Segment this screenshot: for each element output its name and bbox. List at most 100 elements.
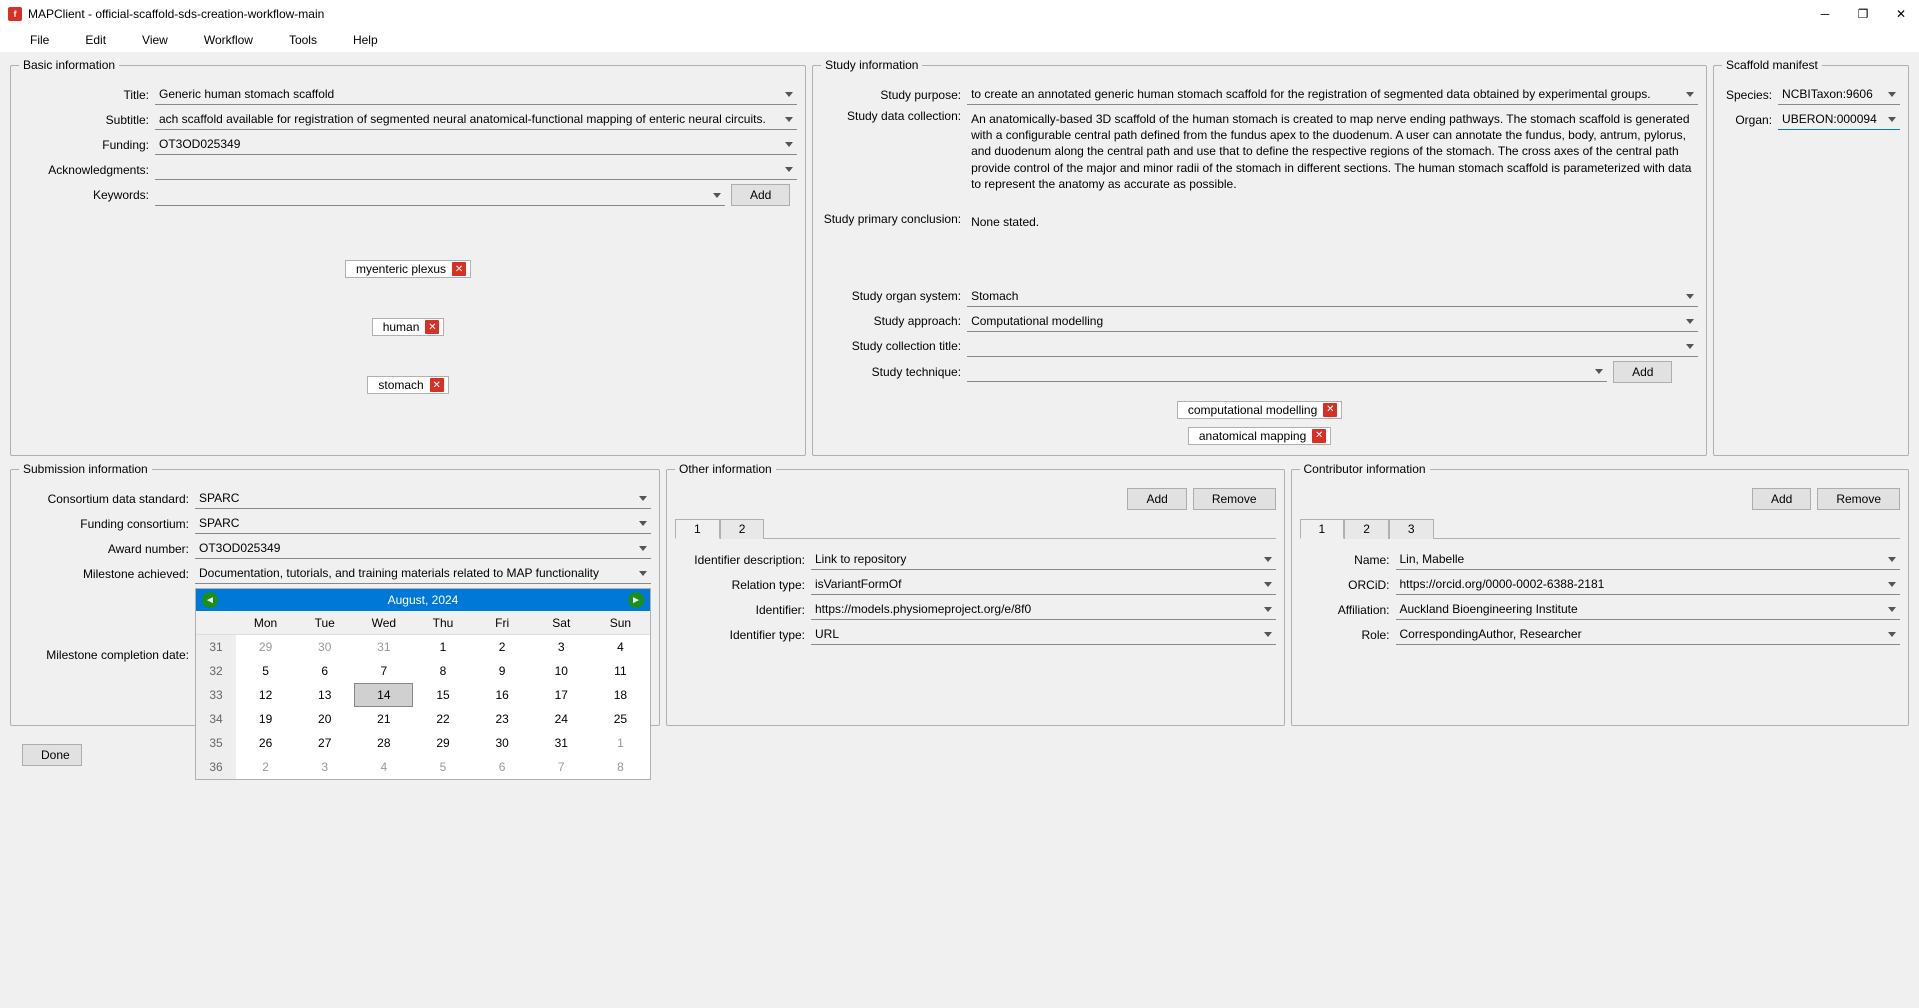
cal-day[interactable]: 15 bbox=[413, 683, 472, 707]
cal-day[interactable]: 26 bbox=[236, 731, 295, 755]
cal-day[interactable]: 14 bbox=[354, 683, 413, 707]
cal-day[interactable]: 20 bbox=[295, 707, 354, 731]
cal-day[interactable]: 22 bbox=[413, 707, 472, 731]
minimize-button[interactable]: ─ bbox=[1815, 4, 1835, 24]
approach-combo[interactable]: Computational modelling bbox=[967, 311, 1698, 332]
milestone-combo[interactable]: Documentation, tutorials, and training m… bbox=[195, 563, 651, 584]
cal-day[interactable]: 29 bbox=[413, 731, 472, 755]
role-label: Role: bbox=[1300, 628, 1390, 642]
rel-combo[interactable]: isVariantFormOf bbox=[811, 574, 1276, 595]
close-button[interactable]: ✕ bbox=[1891, 4, 1911, 24]
cal-day[interactable]: 24 bbox=[532, 707, 591, 731]
cal-day[interactable]: 2 bbox=[236, 755, 295, 779]
cal-day[interactable]: 7 bbox=[532, 755, 591, 779]
cal-day[interactable]: 3 bbox=[295, 755, 354, 779]
orcid-combo[interactable]: https://orcid.org/0000-0002-6388-2181 bbox=[1396, 574, 1901, 595]
organ-sys-combo[interactable]: Stomach bbox=[967, 286, 1698, 307]
tag-remove-icon[interactable]: ✕ bbox=[425, 320, 439, 334]
consortium-combo[interactable]: SPARC bbox=[195, 513, 651, 534]
tag-remove-icon[interactable]: ✕ bbox=[1312, 429, 1326, 443]
cal-day[interactable]: 13 bbox=[295, 683, 354, 707]
cal-day[interactable]: 10 bbox=[532, 659, 591, 683]
cal-day[interactable]: 29 bbox=[236, 635, 295, 659]
contributor-tab-2[interactable]: 2 bbox=[1344, 519, 1389, 539]
ack-combo[interactable] bbox=[155, 159, 797, 180]
contributor-tab-3[interactable]: 3 bbox=[1389, 519, 1434, 539]
menu-view[interactable]: View bbox=[124, 30, 186, 50]
cal-day[interactable]: 16 bbox=[473, 683, 532, 707]
coll-title-combo[interactable] bbox=[967, 336, 1698, 357]
cal-day[interactable]: 31 bbox=[354, 635, 413, 659]
cal-day[interactable]: 4 bbox=[591, 635, 650, 659]
cal-day[interactable]: 8 bbox=[413, 659, 472, 683]
tag-remove-icon[interactable]: ✕ bbox=[452, 262, 466, 276]
menu-file[interactable]: File bbox=[12, 30, 67, 50]
cal-day[interactable]: 18 bbox=[591, 683, 650, 707]
std-combo[interactable]: SPARC bbox=[195, 488, 651, 509]
id-type-combo[interactable]: URL bbox=[811, 624, 1276, 645]
title-combo[interactable]: Generic human stomach scaffold bbox=[155, 84, 797, 105]
cal-day[interactable]: 17 bbox=[532, 683, 591, 707]
purpose-combo[interactable]: to create an annotated generic human sto… bbox=[967, 84, 1698, 105]
tag-remove-icon[interactable]: ✕ bbox=[430, 378, 444, 392]
id-desc-combo[interactable]: Link to repository bbox=[811, 549, 1276, 570]
cal-day[interactable]: 30 bbox=[473, 731, 532, 755]
tag-remove-icon[interactable]: ✕ bbox=[1323, 403, 1337, 417]
cal-day[interactable]: 19 bbox=[236, 707, 295, 731]
cal-prev-icon[interactable]: ◄ bbox=[202, 592, 218, 608]
technique-combo[interactable] bbox=[967, 361, 1607, 382]
other-tab-1[interactable]: 1 bbox=[675, 519, 720, 539]
contributor-remove-button[interactable]: Remove bbox=[1817, 488, 1900, 510]
other-add-button[interactable]: Add bbox=[1127, 488, 1186, 510]
cal-day[interactable]: 9 bbox=[473, 659, 532, 683]
keywords-add-button[interactable]: Add bbox=[731, 184, 790, 206]
cal-day[interactable]: 1 bbox=[413, 635, 472, 659]
cal-day[interactable]: 5 bbox=[413, 755, 472, 779]
calendar[interactable]: ◄ August, 2024 ► MonTueWedThuFriSatSun31… bbox=[195, 588, 651, 780]
role-combo[interactable]: CorrespondingAuthor, Researcher bbox=[1396, 624, 1901, 645]
cal-title[interactable]: August, 2024 bbox=[388, 593, 459, 607]
contributor-tab-1[interactable]: 1 bbox=[1300, 519, 1345, 539]
technique-add-button[interactable]: Add bbox=[1613, 361, 1672, 383]
keywords-combo[interactable] bbox=[155, 185, 725, 206]
cal-day[interactable]: 30 bbox=[295, 635, 354, 659]
cal-day[interactable]: 11 bbox=[591, 659, 650, 683]
cal-day[interactable]: 5 bbox=[236, 659, 295, 683]
cal-day[interactable]: 6 bbox=[473, 755, 532, 779]
organ-combo[interactable]: UBERON:000094 bbox=[1778, 109, 1900, 130]
cal-day[interactable]: 27 bbox=[295, 731, 354, 755]
award-combo[interactable]: OT3OD025349 bbox=[195, 538, 651, 559]
menu-help[interactable]: Help bbox=[335, 30, 396, 50]
cal-day[interactable]: 25 bbox=[591, 707, 650, 731]
cal-day[interactable]: 31 bbox=[532, 731, 591, 755]
cal-day[interactable]: 12 bbox=[236, 683, 295, 707]
conclusion-text[interactable]: None stated. bbox=[967, 212, 1698, 282]
name-combo[interactable]: Lin, Mabelle bbox=[1396, 549, 1901, 570]
funding-combo[interactable]: OT3OD025349 bbox=[155, 134, 797, 155]
maximize-button[interactable]: ❐ bbox=[1853, 4, 1873, 24]
menu-edit[interactable]: Edit bbox=[67, 30, 124, 50]
cal-day[interactable]: 6 bbox=[295, 659, 354, 683]
cal-day[interactable]: 21 bbox=[354, 707, 413, 731]
cal-day[interactable]: 28 bbox=[354, 731, 413, 755]
app-icon: f bbox=[8, 7, 22, 21]
cal-day[interactable]: 2 bbox=[473, 635, 532, 659]
other-tab-2[interactable]: 2 bbox=[720, 519, 765, 539]
subtitle-combo[interactable]: ach scaffold available for registration … bbox=[155, 109, 797, 130]
cal-day[interactable]: 7 bbox=[354, 659, 413, 683]
cal-day[interactable]: 3 bbox=[532, 635, 591, 659]
cal-day[interactable]: 4 bbox=[354, 755, 413, 779]
menu-workflow[interactable]: Workflow bbox=[186, 30, 271, 50]
contributor-add-button[interactable]: Add bbox=[1752, 488, 1811, 510]
other-remove-button[interactable]: Remove bbox=[1193, 488, 1276, 510]
cal-day[interactable]: 1 bbox=[591, 731, 650, 755]
aff-combo[interactable]: Auckland Bioengineering Institute bbox=[1396, 599, 1901, 620]
menu-tools[interactable]: Tools bbox=[271, 30, 335, 50]
cal-next-icon[interactable]: ► bbox=[628, 592, 644, 608]
funding-label: Funding: bbox=[19, 138, 149, 152]
collection-text[interactable]: An anatomically-based 3D scaffold of the… bbox=[967, 109, 1698, 194]
cal-day[interactable]: 23 bbox=[473, 707, 532, 731]
id-combo[interactable]: https://models.physiomeproject.org/e/8f0 bbox=[811, 599, 1276, 620]
species-combo[interactable]: NCBITaxon:9606 bbox=[1778, 84, 1900, 105]
cal-day[interactable]: 8 bbox=[591, 755, 650, 779]
